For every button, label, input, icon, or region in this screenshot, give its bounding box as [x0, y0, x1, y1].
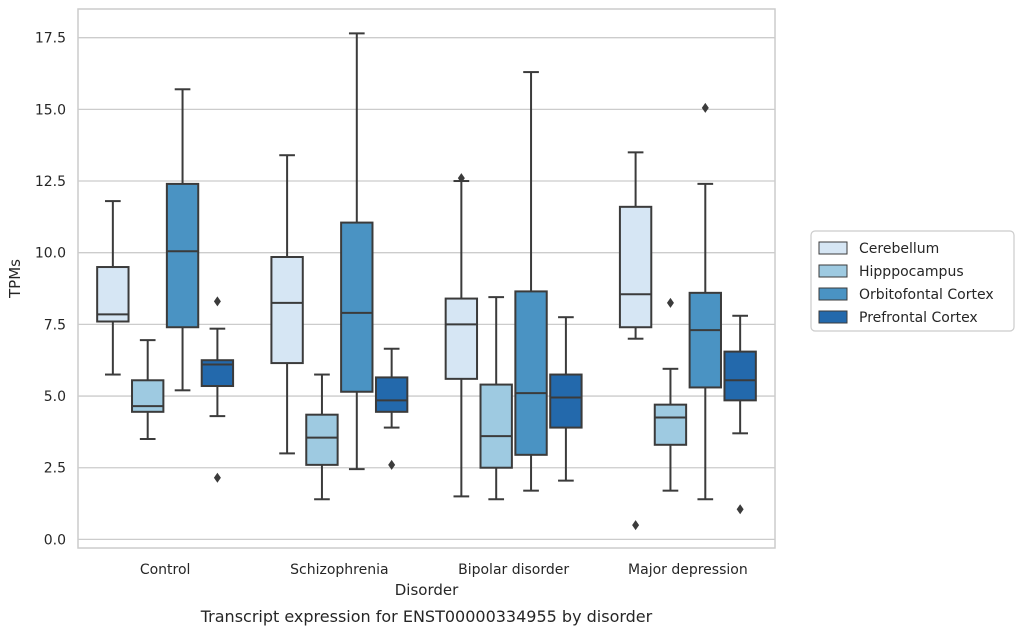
y-tick-label: 12.5 — [35, 174, 66, 190]
legend-label: Orbitofontal Cortex — [859, 287, 994, 303]
y-tick-label: 2.5 — [44, 461, 66, 477]
legend-box — [810, 230, 1015, 332]
iqr-box — [165, 182, 200, 329]
y-tick-label: 7.5 — [44, 317, 66, 333]
outlier-point — [388, 459, 396, 470]
iqr-box — [688, 291, 722, 389]
iqr-box — [340, 221, 374, 393]
legend-swatch — [818, 264, 848, 278]
iqr-box — [723, 350, 757, 402]
figure-caption: Transcript expression for ENST0000033495… — [200, 607, 653, 626]
outlier-point — [736, 504, 744, 515]
iqr-box — [270, 255, 304, 365]
legend-label: Prefrontal Cortex — [859, 310, 978, 326]
legend-label: Cerebellum — [859, 241, 939, 257]
legend-swatch — [818, 310, 848, 324]
y-tick-label: 0.0 — [44, 532, 66, 548]
y-axis-title: TPMs — [6, 259, 24, 299]
legend-swatch — [818, 241, 848, 255]
box-hipppocampus — [653, 297, 688, 492]
iqr-box — [305, 413, 339, 466]
box-prefrontal-cortex — [723, 314, 757, 515]
outlier-point — [213, 472, 221, 483]
y-tick-label: 10.0 — [35, 246, 66, 262]
box-cerebellum — [618, 151, 653, 531]
iqr-box — [549, 373, 583, 429]
plot-boxes — [96, 32, 757, 531]
y-tick-label: 17.5 — [35, 31, 66, 47]
legend-swatch — [818, 287, 848, 301]
outlier-point — [632, 520, 640, 531]
box-cerebellum — [270, 154, 304, 455]
box-prefrontal-cortex — [549, 316, 583, 482]
box-orbitofontal-cortex — [688, 102, 722, 501]
outlier-point — [213, 296, 221, 307]
outlier-point — [666, 297, 674, 308]
iqr-box — [514, 290, 548, 456]
x-axis-title: Disorder — [395, 581, 459, 599]
box-hipppocampus — [479, 296, 513, 501]
x-axis: Control Schizophrenia Bipolar disorder Majo… — [140, 562, 748, 578]
iqr-box — [374, 376, 409, 413]
x-tick-label: Schizophrenia — [290, 562, 388, 578]
outlier-point — [701, 102, 709, 113]
iqr-box — [653, 403, 688, 446]
iqr-box — [479, 383, 513, 469]
x-tick-label: Control — [140, 562, 191, 578]
iqr-box — [444, 297, 479, 380]
iqr-box — [96, 266, 130, 323]
x-tick-label: Major depression — [628, 562, 748, 578]
y-tick-label: 5.0 — [44, 389, 66, 405]
legend-label: Hipppocampus — [859, 264, 964, 280]
iqr-box — [131, 379, 165, 413]
y-tick-label: 15.0 — [35, 102, 66, 118]
box-cerebellum — [96, 200, 130, 376]
outlier-point — [457, 173, 465, 184]
y-axis: 0.0 2.5 5.0 7.5 10.0 12.5 15.0 17.5 — [35, 31, 66, 549]
box-cerebellum — [444, 173, 479, 498]
box-orbitofontal-cortex — [514, 71, 548, 492]
legend: Cerebellum Hipppocampus Orbitofontal Corte… — [810, 230, 1015, 332]
box-hipppocampus — [131, 339, 165, 441]
box-prefrontal-cortex — [200, 296, 235, 483]
plot-frame — [77, 8, 776, 549]
x-tick-label: Bipolar disorder — [458, 562, 569, 578]
iqr-box — [618, 205, 653, 329]
box-hipppocampus — [305, 373, 339, 501]
box-orbitofontal-cortex — [165, 88, 200, 392]
box-orbitofontal-cortex — [340, 32, 374, 471]
box-prefrontal-cortex — [374, 347, 409, 470]
